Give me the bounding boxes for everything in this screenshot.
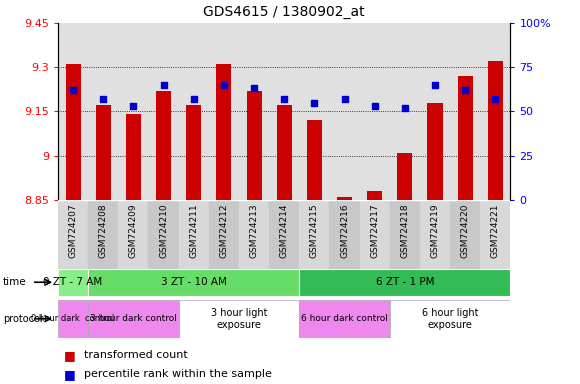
- Text: 6 hour dark control: 6 hour dark control: [301, 314, 388, 323]
- Point: [310, 99, 319, 106]
- Point: [370, 103, 379, 109]
- Point: [68, 87, 78, 93]
- Point: [219, 82, 229, 88]
- Text: time: time: [3, 277, 27, 287]
- Text: ■: ■: [64, 349, 75, 362]
- Text: GSM724215: GSM724215: [310, 203, 319, 258]
- Bar: [179, 300, 299, 338]
- Bar: [186, 106, 201, 200]
- Bar: [148, 200, 179, 269]
- Text: GSM724216: GSM724216: [340, 203, 349, 258]
- Bar: [307, 120, 322, 200]
- Bar: [360, 200, 390, 269]
- Bar: [269, 200, 299, 269]
- Bar: [118, 200, 148, 269]
- Bar: [420, 200, 450, 269]
- Point: [280, 96, 289, 102]
- Point: [99, 96, 108, 102]
- Text: GSM724220: GSM724220: [461, 203, 470, 258]
- Title: GDS4615 / 1380902_at: GDS4615 / 1380902_at: [204, 5, 365, 19]
- Bar: [299, 269, 510, 296]
- Bar: [450, 200, 480, 269]
- Bar: [246, 91, 262, 200]
- Text: GSM724214: GSM724214: [280, 203, 289, 258]
- Text: GSM724218: GSM724218: [400, 203, 409, 258]
- Text: GSM724209: GSM724209: [129, 203, 138, 258]
- Point: [159, 82, 168, 88]
- Bar: [209, 200, 239, 269]
- Text: 6 ZT - 1 PM: 6 ZT - 1 PM: [376, 277, 434, 287]
- Bar: [88, 269, 299, 296]
- Text: GSM724221: GSM724221: [491, 203, 500, 258]
- Bar: [427, 103, 443, 200]
- Bar: [299, 200, 329, 269]
- Bar: [397, 152, 412, 200]
- Text: 3 hour light
exposure: 3 hour light exposure: [211, 308, 267, 329]
- Bar: [126, 114, 141, 200]
- Point: [129, 103, 138, 109]
- Text: GSM724212: GSM724212: [219, 203, 229, 258]
- Text: 0 ZT - 7 AM: 0 ZT - 7 AM: [44, 277, 103, 287]
- Bar: [156, 91, 171, 200]
- Bar: [390, 300, 510, 338]
- Bar: [88, 200, 118, 269]
- Bar: [277, 106, 292, 200]
- Bar: [488, 61, 503, 200]
- Text: ■: ■: [64, 368, 75, 381]
- Point: [249, 85, 259, 91]
- Bar: [239, 200, 269, 269]
- Text: percentile rank within the sample: percentile rank within the sample: [84, 369, 272, 379]
- Bar: [58, 200, 88, 269]
- Text: GSM724207: GSM724207: [68, 203, 78, 258]
- Text: 6 hour light
exposure: 6 hour light exposure: [422, 308, 478, 329]
- Text: protocol: protocol: [3, 314, 42, 324]
- Text: 3 hour dark control: 3 hour dark control: [90, 314, 177, 323]
- Text: GSM724213: GSM724213: [249, 203, 259, 258]
- Text: GSM724217: GSM724217: [370, 203, 379, 258]
- Text: GSM724211: GSM724211: [189, 203, 198, 258]
- Bar: [66, 64, 81, 200]
- Bar: [480, 200, 510, 269]
- Bar: [337, 197, 352, 200]
- Text: 3 ZT - 10 AM: 3 ZT - 10 AM: [161, 277, 227, 287]
- Bar: [179, 200, 209, 269]
- Bar: [329, 200, 360, 269]
- Point: [430, 82, 440, 88]
- Text: GSM724219: GSM724219: [430, 203, 440, 258]
- Bar: [458, 76, 473, 200]
- Point: [189, 96, 198, 102]
- Point: [491, 96, 500, 102]
- Text: GSM724210: GSM724210: [159, 203, 168, 258]
- Bar: [390, 200, 420, 269]
- Point: [400, 105, 409, 111]
- Text: 0 hour dark  control: 0 hour dark control: [31, 314, 115, 323]
- Bar: [299, 300, 390, 338]
- Bar: [58, 269, 88, 296]
- Text: transformed count: transformed count: [84, 350, 188, 360]
- Point: [340, 96, 349, 102]
- Bar: [58, 300, 88, 338]
- Text: GSM724208: GSM724208: [99, 203, 108, 258]
- Bar: [88, 300, 179, 338]
- Bar: [96, 106, 111, 200]
- Bar: [216, 64, 231, 200]
- Point: [461, 87, 470, 93]
- Bar: [367, 191, 382, 200]
